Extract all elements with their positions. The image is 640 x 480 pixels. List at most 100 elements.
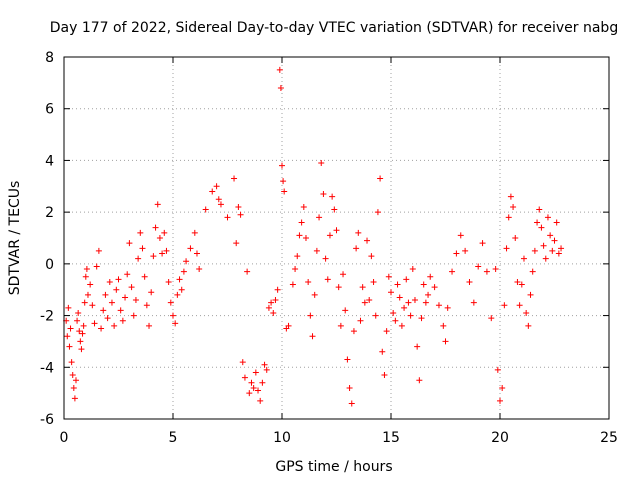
data-point	[390, 309, 397, 316]
data-point	[196, 266, 203, 273]
data-point	[87, 281, 94, 288]
data-point	[263, 366, 270, 373]
data-point	[340, 271, 347, 278]
data-point	[353, 245, 360, 252]
x-tick-label: 25	[600, 430, 618, 446]
data-point	[237, 211, 244, 218]
data-point	[479, 240, 486, 247]
data-point	[202, 206, 209, 213]
data-point	[501, 302, 508, 309]
data-point	[280, 178, 287, 185]
data-point	[431, 284, 438, 291]
data-point	[372, 312, 379, 319]
y-tick-label: -4	[40, 360, 54, 376]
x-tick-labels: 0 5 10 15 20 25	[60, 430, 618, 446]
data-point	[79, 330, 86, 337]
data-point	[398, 322, 405, 329]
data-point	[69, 372, 76, 379]
data-point	[246, 390, 253, 397]
data-point	[444, 304, 451, 311]
data-point	[213, 183, 220, 190]
data-point	[224, 214, 231, 221]
data-point	[64, 333, 71, 340]
y-axis-label: SDTVAR / TECUs	[7, 181, 23, 296]
data-point	[333, 227, 340, 234]
data-point	[326, 232, 333, 239]
data-point	[466, 278, 473, 285]
data-point	[440, 322, 447, 329]
data-point	[98, 325, 105, 332]
data-point	[344, 356, 351, 363]
data-point	[394, 281, 401, 288]
y-tick-label: 8	[45, 50, 54, 66]
data-point	[143, 302, 150, 309]
data-point	[305, 278, 312, 285]
data-point	[494, 366, 501, 373]
data-point	[449, 268, 456, 275]
x-tick-label: 10	[273, 430, 291, 446]
data-point	[388, 289, 394, 296]
data-point	[516, 302, 523, 309]
data-point	[442, 338, 449, 345]
data-point	[529, 268, 536, 275]
y-tick-label: 0	[45, 257, 54, 273]
data-point	[156, 235, 163, 241]
data-point	[170, 312, 176, 319]
data-point	[132, 297, 139, 304]
data-point	[165, 278, 172, 285]
data-point	[217, 201, 224, 208]
data-point	[505, 214, 512, 221]
data-point	[150, 253, 157, 260]
y-tick-label: -6	[40, 412, 54, 428]
data-point	[296, 232, 303, 239]
data-point	[348, 400, 355, 407]
data-point	[318, 160, 325, 167]
data-point	[497, 397, 503, 404]
data-point	[525, 322, 532, 329]
data-point	[547, 232, 554, 239]
data-point	[72, 377, 79, 384]
data-point	[259, 379, 266, 386]
data-point	[75, 309, 82, 316]
data-point	[531, 247, 538, 254]
data-point	[250, 384, 257, 391]
data-point	[457, 232, 464, 239]
data-point	[492, 266, 499, 273]
data-point	[368, 253, 375, 260]
data-point	[503, 245, 510, 252]
data-point	[248, 379, 255, 386]
data-point	[534, 219, 541, 226]
data-point	[379, 348, 386, 355]
data-point	[425, 291, 432, 298]
data-point	[111, 322, 118, 329]
data-point	[89, 302, 96, 309]
data-point	[95, 247, 102, 254]
data-point	[191, 229, 198, 236]
x-tick-label: 0	[60, 430, 69, 446]
data-point	[381, 372, 388, 379]
data-point	[499, 384, 506, 391]
data-point	[435, 302, 442, 309]
x-tick-label: 5	[169, 430, 178, 446]
data-point	[342, 307, 349, 314]
data-point	[510, 203, 517, 210]
data-point	[152, 224, 159, 231]
data-point	[407, 312, 414, 319]
data-point	[462, 247, 469, 254]
data-point	[538, 224, 545, 231]
data-point	[154, 201, 161, 208]
data-point	[106, 278, 113, 285]
data-point	[115, 276, 122, 283]
data-point	[285, 322, 292, 329]
data-point	[558, 245, 565, 252]
data-point	[80, 322, 87, 329]
data-point	[261, 361, 268, 368]
data-point	[555, 250, 562, 257]
data-point	[66, 343, 73, 350]
data-point	[91, 320, 98, 327]
data-point	[159, 250, 166, 257]
data-point	[359, 284, 366, 291]
data-point	[100, 307, 107, 314]
data-point	[215, 196, 222, 203]
